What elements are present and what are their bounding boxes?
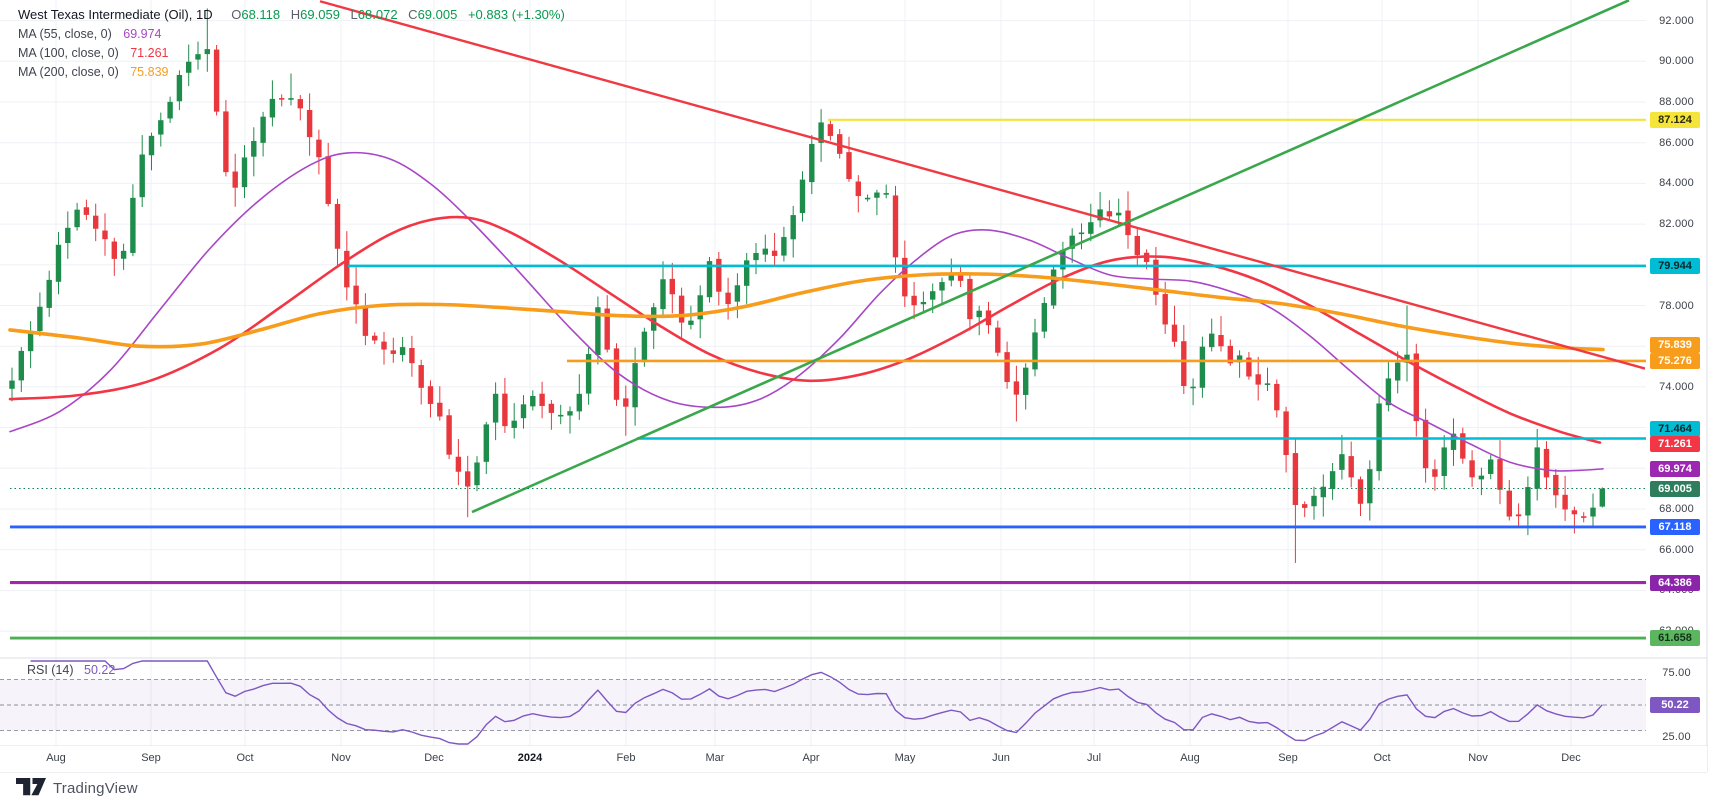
time-tick-Jun: Jun: [992, 752, 1010, 764]
rsi-tick-75: 75.00: [1662, 667, 1691, 679]
price-badge-61.658: 61.658: [1650, 630, 1700, 647]
ohlc-low-key: L: [350, 7, 358, 22]
time-tick-Dec: Dec: [424, 752, 444, 764]
price-axis[interactable]: 92.000 90.000 88.000 86.000 84.000 82.000 78.0…: [1646, 0, 1707, 772]
tradingview-logo-text: TradingView: [53, 780, 138, 797]
price-badge-87.124: 87.124: [1650, 111, 1700, 128]
time-tick-Dec: Dec: [1561, 752, 1581, 764]
symbol-title[interactable]: West Texas Intermediate (Oil), 1D: [18, 7, 213, 22]
price-badge-75.839: 75.839: [1650, 337, 1700, 354]
price-tick-68: 68.000: [1659, 503, 1694, 515]
price-badge-75.276: 75.276: [1650, 352, 1700, 369]
tradingview-logo[interactable]: TradingView: [16, 778, 138, 799]
ma100-legend-row[interactable]: MA (100, close, 0) 71.261: [18, 44, 565, 62]
time-tick-Aug: Aug: [46, 752, 66, 764]
time-tick-Aug: Aug: [1180, 752, 1200, 764]
rsi-line: [30, 660, 1603, 745]
time-tick-Feb: Feb: [616, 752, 636, 764]
price-badge-69.005: 69.005: [1650, 480, 1700, 497]
rsi-value: 50.22: [84, 663, 116, 677]
price-tick-92: 92.000: [1659, 14, 1694, 27]
ohlc-change: +0.883 (+1.30%): [467, 7, 565, 22]
time-tick-Oct: Oct: [1373, 752, 1391, 764]
time-tick-2024: 2024: [517, 752, 543, 764]
price-tick-88: 88.000: [1659, 96, 1694, 108]
ma55-legend-row[interactable]: MA (55, close, 0) 69.974: [18, 25, 565, 43]
ohlc-close-key: C: [408, 7, 418, 22]
drawing-layer[interactable]: [10, 0, 1646, 640]
candlestick-series: [9, 8, 1605, 563]
ma200-label: MA (200, close, 0): [18, 65, 119, 79]
price-tick-74: 74.000: [1659, 380, 1694, 393]
price-badge-50.22: 50.22: [1650, 696, 1700, 713]
trendline-descending-resistance: [319, 0, 1646, 370]
moving-average-lines: [8, 151, 1605, 472]
time-tick-Apr: Apr: [802, 752, 820, 764]
ohlc-low-value: 68.072: [357, 7, 398, 22]
time-tick-Jul: Jul: [1086, 752, 1102, 764]
pane-borders: [0, 0, 1708, 773]
price-badge-71.261: 71.261: [1650, 435, 1700, 452]
price-badge-71.464: 71.464: [1650, 420, 1700, 437]
price-tick-78: 78.000: [1659, 299, 1694, 312]
price-tick-90: 90.000: [1659, 55, 1694, 68]
rsi-label: RSI (14): [27, 663, 74, 677]
ma-line-ma100: [8, 215, 1602, 444]
symbol-ohlc-row: West Texas Intermediate (Oil), 1D O68.11…: [18, 6, 565, 24]
price-badge-69.974: 69.974: [1650, 460, 1700, 477]
time-tick-Mar: Mar: [705, 752, 725, 764]
price-tick-66: 66.000: [1659, 543, 1694, 556]
rsi-panel: [0, 678, 1646, 732]
gridlines: [0, 0, 1646, 746]
rsi-legend[interactable]: RSI (14) 50.22: [27, 663, 115, 677]
ma-line-ma200: [8, 272, 1605, 352]
time-tick-Oct: Oct: [236, 752, 254, 764]
price-badge-67.118: 67.118: [1650, 518, 1700, 535]
price-badge-64.386: 64.386: [1650, 574, 1700, 591]
time-tick-Nov: Nov: [1468, 752, 1488, 764]
price-badge-79.944: 79.944: [1650, 257, 1700, 274]
ohlc-open-key: O: [231, 7, 242, 22]
price-tick-82: 82.000: [1659, 218, 1694, 231]
ma-line-ma55: [9, 151, 1604, 472]
time-tick-Nov: Nov: [331, 752, 351, 764]
time-tick-Sep: Sep: [1278, 752, 1298, 764]
rsi-tick-25: 25.00: [1662, 731, 1691, 743]
trendline-ascending-support: [471, 0, 1630, 514]
ma55-value: 69.974: [123, 27, 162, 41]
ma200-legend-row[interactable]: MA (200, close, 0) 75.839: [18, 63, 565, 81]
ma55-label: MA (55, close, 0): [18, 27, 112, 41]
price-tick-84: 84.000: [1659, 177, 1694, 190]
ma100-label: MA (100, close, 0): [18, 46, 119, 60]
symbol-legend: West Texas Intermediate (Oil), 1D O68.11…: [18, 6, 565, 81]
time-tick-Sep: Sep: [141, 752, 161, 764]
tradingview-logo-icon: [16, 778, 46, 796]
ohlc-high-value: 69.059: [300, 7, 340, 22]
ohlc-close-value: 69.005: [417, 7, 458, 22]
time-axis[interactable]: Aug Sep Oct Nov Dec 2024 Feb Mar Apr May Jun Jul Aug…: [0, 746, 1707, 772]
price-tick-86: 86.000: [1659, 136, 1694, 149]
ma100-value: 71.261: [130, 46, 169, 60]
ma200-value: 75.839: [130, 65, 169, 79]
ohlc-open-value: 68.118: [241, 7, 281, 22]
ohlc-high-key: H: [290, 7, 301, 22]
time-tick-May: May: [894, 752, 916, 764]
